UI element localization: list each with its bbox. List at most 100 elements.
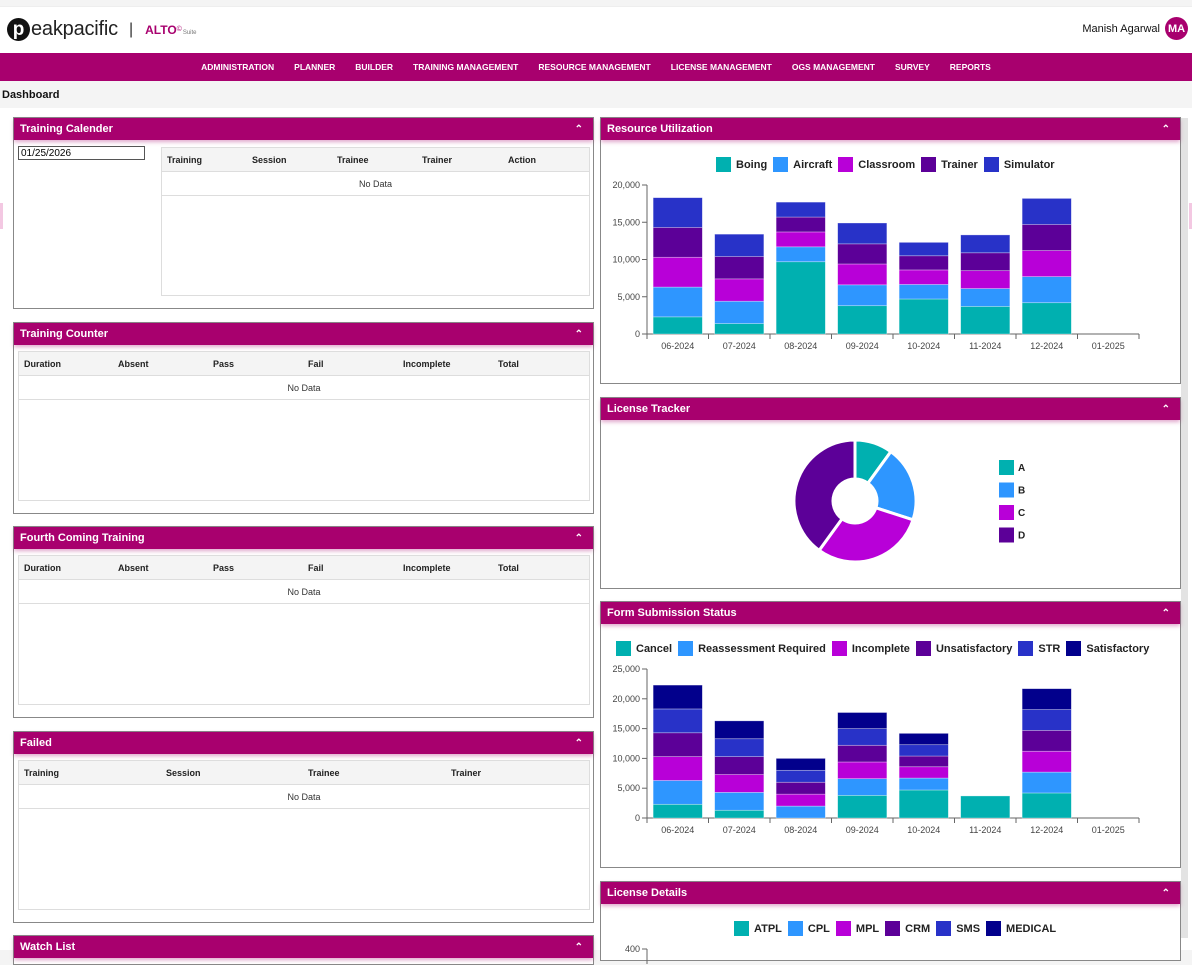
bar-cancel-11-2024[interactable] [960, 795, 1011, 819]
nav-builder[interactable]: BUILDER [355, 62, 394, 72]
legend-item-crm[interactable]: CRM [885, 921, 930, 936]
nav-training-management[interactable]: TRAINING MANAGEMENT [413, 62, 519, 72]
slice-d[interactable] [792, 438, 857, 553]
bar-simulator-07-2024[interactable] [714, 233, 765, 257]
bar-reassessment-required-07-2024[interactable] [714, 792, 765, 811]
bar-cancel-07-2024[interactable] [714, 809, 765, 819]
bar-boing-06-2024[interactable] [652, 316, 703, 335]
bar-classroom-08-2024[interactable] [775, 231, 826, 248]
bar-simulator-11-2024[interactable] [960, 234, 1011, 254]
chevron-up-icon[interactable]: ⌃ [574, 123, 583, 135]
bar-aircraft-12-2024[interactable] [1021, 276, 1072, 304]
bar-incomplete-08-2024[interactable] [775, 793, 826, 807]
nav-license-management[interactable]: LICENSE MANAGEMENT [670, 62, 772, 72]
bar-boing-12-2024[interactable] [1021, 302, 1072, 335]
legend-item-classroom[interactable]: Classroom [838, 157, 915, 172]
bar-cancel-10-2024[interactable] [898, 789, 949, 819]
bar-unsatisfactory-09-2024[interactable] [837, 744, 888, 763]
bar-trainer-10-2024[interactable] [898, 255, 949, 271]
nav-resource-management[interactable]: RESOURCE MANAGEMENT [538, 62, 651, 72]
bar-cancel-06-2024[interactable] [652, 803, 703, 819]
chevron-up-icon[interactable]: ⌃ [574, 532, 583, 544]
bar-str-07-2024[interactable] [714, 738, 765, 757]
bar-simulator-08-2024[interactable] [775, 201, 826, 218]
nav-survey[interactable]: SURVEY [894, 62, 930, 72]
legend-item-mpl[interactable]: MPL [835, 921, 879, 936]
panel-header[interactable]: Watch List ⌃ [14, 936, 593, 958]
bar-classroom-11-2024[interactable] [960, 270, 1011, 289]
nav-administration[interactable]: ADMINISTRATION [201, 62, 275, 72]
panel-header[interactable]: Training Counter ⌃ [14, 323, 593, 345]
bar-boing-07-2024[interactable] [714, 323, 765, 335]
bar-aircraft-11-2024[interactable] [960, 288, 1011, 307]
bar-trainer-07-2024[interactable] [714, 256, 765, 280]
bar-aircraft-09-2024[interactable] [837, 284, 888, 307]
bar-incomplete-06-2024[interactable] [652, 756, 703, 781]
bar-unsatisfactory-10-2024[interactable] [898, 755, 949, 768]
bar-simulator-06-2024[interactable] [652, 197, 703, 228]
slice-c[interactable] [817, 505, 915, 564]
calendar-date-input[interactable] [18, 146, 145, 160]
bar-aircraft-08-2024[interactable] [775, 246, 826, 263]
chevron-up-icon[interactable]: ⌃ [1161, 123, 1170, 135]
bar-trainer-12-2024[interactable] [1021, 224, 1072, 251]
legend-item-satisfactory[interactable]: Satisfactory [1066, 641, 1149, 656]
bar-boing-09-2024[interactable] [837, 305, 888, 335]
bar-satisfactory-10-2024[interactable] [898, 733, 949, 746]
panel-header[interactable]: Resource Utilization ⌃ [601, 118, 1180, 140]
legend-item-simulator[interactable]: Simulator [983, 157, 1055, 172]
bar-boing-11-2024[interactable] [960, 306, 1011, 335]
bar-unsatisfactory-06-2024[interactable] [652, 732, 703, 757]
bar-boing-10-2024[interactable] [898, 298, 949, 335]
panel-header[interactable]: Form Submission Status ⌃ [601, 602, 1180, 624]
bar-satisfactory-06-2024[interactable] [652, 684, 703, 710]
legend-item-atpl[interactable]: ATPL [734, 921, 782, 936]
bar-satisfactory-08-2024[interactable] [775, 758, 826, 771]
nav-planner[interactable]: PLANNER [294, 62, 336, 72]
chevron-up-icon[interactable]: ⌃ [574, 737, 583, 749]
bar-classroom-12-2024[interactable] [1021, 250, 1072, 277]
panel-header[interactable]: Fourth Coming Training ⌃ [14, 527, 593, 549]
bar-incomplete-10-2024[interactable] [898, 766, 949, 779]
bar-str-12-2024[interactable] [1021, 709, 1072, 731]
bar-reassessment-required-10-2024[interactable] [898, 777, 949, 791]
chevron-up-icon[interactable]: ⌃ [1161, 403, 1170, 415]
legend-item-trainer[interactable]: Trainer [921, 157, 978, 172]
legend-item-unsatisfactory[interactable]: Unsatisfactory [915, 641, 1012, 656]
bar-reassessment-required-12-2024[interactable] [1021, 771, 1072, 794]
bar-aircraft-06-2024[interactable] [652, 286, 703, 318]
bar-satisfactory-12-2024[interactable] [1021, 688, 1072, 710]
bar-unsatisfactory-07-2024[interactable] [714, 756, 765, 775]
legend-item-str[interactable]: STR [1018, 641, 1060, 656]
legend-item-medical[interactable]: MEDICAL [986, 921, 1056, 936]
bar-reassessment-required-06-2024[interactable] [652, 780, 703, 805]
legend-item-incomplete[interactable]: Incomplete [831, 641, 910, 656]
bar-reassessment-required-08-2024[interactable] [775, 805, 826, 819]
bar-simulator-12-2024[interactable] [1021, 198, 1072, 225]
panel-header[interactable]: License Details ⌃ [601, 882, 1180, 904]
panel-header[interactable]: Training Calender ⌃ [14, 118, 593, 140]
bar-classroom-10-2024[interactable] [898, 269, 949, 285]
bar-satisfactory-07-2024[interactable] [714, 720, 765, 740]
legend-item-aircraft[interactable]: Aircraft [773, 157, 832, 172]
bar-boing-08-2024[interactable] [775, 261, 826, 335]
bar-incomplete-09-2024[interactable] [837, 761, 888, 780]
bar-classroom-06-2024[interactable] [652, 256, 703, 288]
nav-ogs-management[interactable]: OGS MANAGEMENT [791, 62, 875, 72]
legend-item-reassessment-required[interactable]: Reassessment Required [678, 641, 826, 656]
bar-trainer-08-2024[interactable] [775, 216, 826, 233]
bar-trainer-06-2024[interactable] [652, 227, 703, 258]
peakpacific-logo[interactable]: p eakpacific | ALTO © Suite [7, 18, 197, 41]
nav-reports[interactable]: REPORTS [949, 62, 991, 72]
chevron-up-icon[interactable]: ⌃ [574, 328, 583, 340]
bar-str-10-2024[interactable] [898, 744, 949, 757]
bar-str-08-2024[interactable] [775, 769, 826, 783]
legend-item-cancel[interactable]: Cancel [616, 641, 672, 656]
bar-simulator-09-2024[interactable] [837, 222, 888, 245]
legend-item-boing[interactable]: Boing [716, 157, 767, 172]
user-menu[interactable]: Manish Agarwal MA [1082, 17, 1188, 40]
chevron-up-icon[interactable]: ⌃ [1161, 607, 1170, 619]
bar-incomplete-12-2024[interactable] [1021, 750, 1072, 773]
bar-reassessment-required-09-2024[interactable] [837, 778, 888, 796]
chevron-up-icon[interactable]: ⌃ [1161, 887, 1170, 899]
